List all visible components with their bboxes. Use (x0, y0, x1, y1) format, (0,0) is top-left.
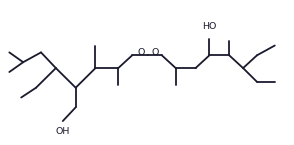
Text: OH: OH (56, 127, 70, 136)
Text: HO: HO (202, 22, 217, 31)
Text: O: O (151, 48, 158, 57)
Text: O: O (137, 48, 145, 57)
